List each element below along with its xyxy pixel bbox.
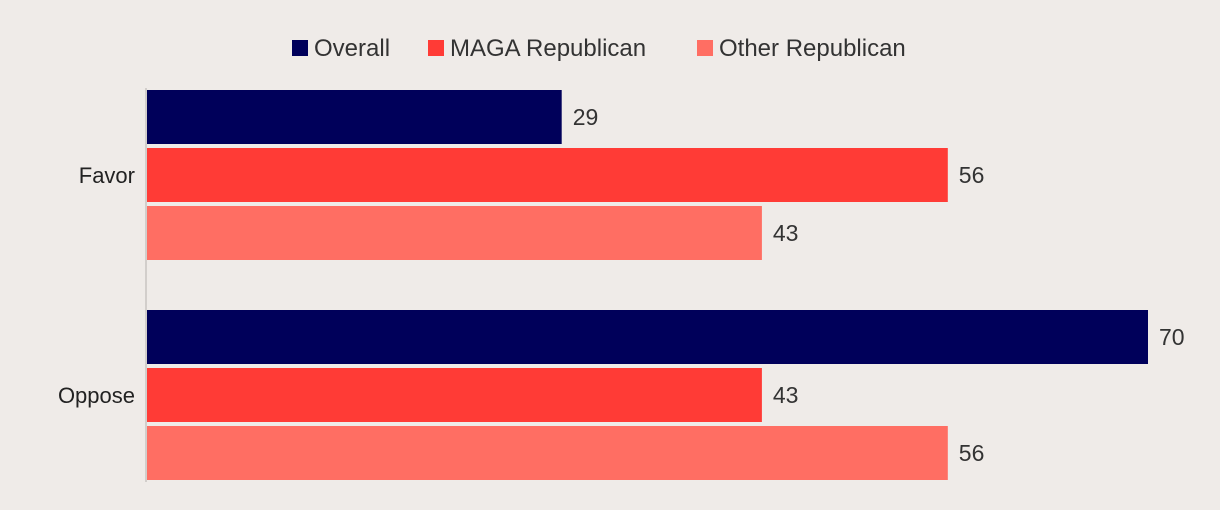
legend-swatch-other-republican — [697, 40, 713, 56]
legend-item-overall: Overall — [292, 35, 390, 62]
value-label-oppose-maga-republican: 43 — [773, 382, 799, 408]
chart-legend: Overall MAGA Republican Other Republican — [292, 35, 906, 62]
bar-oppose-maga-republican — [147, 368, 762, 422]
value-label-oppose-overall: 70 — [1159, 324, 1185, 350]
bar-oppose-overall — [147, 310, 1148, 364]
category-label-oppose: Oppose — [58, 383, 135, 408]
bar-oppose-other-republican — [147, 426, 948, 480]
legend-item-maga-republican: MAGA Republican — [428, 35, 646, 62]
category-axis: Favor Oppose — [58, 88, 147, 482]
value-label-favor-maga-republican: 56 — [959, 162, 985, 188]
bar-group — [147, 90, 1148, 480]
value-label-favor-other-republican: 43 — [773, 220, 799, 246]
legend-label-maga-republican: MAGA Republican — [450, 35, 646, 62]
legend-item-other-republican: Other Republican — [697, 35, 906, 62]
category-label-favor: Favor — [79, 163, 135, 188]
bar-favor-overall — [147, 90, 562, 144]
value-label-oppose-other-republican: 56 — [959, 440, 985, 466]
bar-favor-maga-republican — [147, 148, 948, 202]
legend-swatch-maga-republican — [428, 40, 444, 56]
legend-label-overall: Overall — [314, 35, 390, 62]
bar-favor-other-republican — [147, 206, 762, 260]
value-label-favor-overall: 29 — [573, 104, 599, 130]
legend-swatch-overall — [292, 40, 308, 56]
legend-label-other-republican: Other Republican — [719, 35, 906, 62]
value-labels: 29 56 43 70 43 56 — [573, 104, 1185, 466]
